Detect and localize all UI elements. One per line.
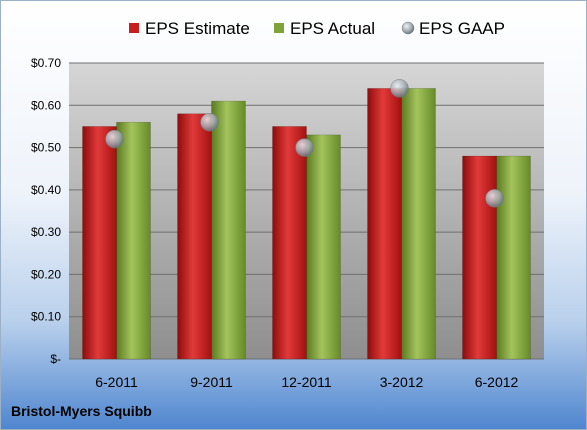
x-tick-label: 6-2011: [95, 374, 138, 390]
eps-chart: $- $0.10 $0.20 $0.30 $0.40 $0.50 $0.60 $0.70 6-…: [31, 19, 544, 390]
gaap-marker: [200, 112, 219, 132]
x-tick-label: 6-2012: [475, 374, 519, 390]
y-tick-label: $0.50: [31, 141, 61, 155]
y-tick-label: $0.40: [31, 183, 61, 197]
y-tick-label: $0.10: [31, 310, 61, 324]
x-axis: 6-2011 9-2011 12-2011 3-2012 6-2012: [95, 374, 518, 390]
bar-estimate: [272, 126, 307, 360]
bar-actual: [306, 134, 341, 360]
legend-label: EPS Estimate: [145, 19, 250, 38]
x-tick-label: 12-2011: [281, 374, 332, 390]
company-name: Bristol-Myers Squibb: [11, 403, 152, 419]
y-tick-label: $0.30: [31, 225, 61, 239]
bar-actual: [401, 88, 436, 360]
legend-swatch: [129, 23, 139, 33]
legend-label: EPS GAAP: [419, 19, 505, 38]
bars: [82, 88, 531, 360]
bar-estimate: [367, 88, 402, 360]
y-tick-label: $0.20: [31, 267, 61, 281]
bar-actual: [116, 121, 151, 360]
gaap-marker: [105, 129, 124, 149]
bar-estimate: [177, 113, 212, 360]
bar-estimate: [82, 126, 117, 360]
y-tick-label: $0.70: [31, 56, 61, 70]
bar-actual: [496, 155, 531, 360]
bar-actual: [211, 100, 246, 360]
gaap-marker: [485, 189, 504, 208]
gaap-marker: [295, 138, 314, 157]
gaap-markers: [105, 79, 504, 208]
gaap-marker: [390, 79, 409, 98]
legend-label: EPS Actual: [290, 19, 375, 38]
bar-estimate: [462, 155, 497, 360]
x-tick-label: 3-2012: [380, 374, 424, 390]
legend-swatch: [274, 23, 284, 33]
legend: EPS Estimate EPS Actual EPS GAAP: [129, 19, 505, 38]
y-axis: $- $0.10 $0.20 $0.30 $0.40 $0.50 $0.60 $0.70: [31, 56, 61, 366]
legend-swatch: [401, 21, 415, 35]
y-tick-label: $0.60: [31, 98, 61, 112]
x-tick-label: 9-2011: [190, 374, 233, 390]
y-tick-label: $-: [50, 352, 61, 366]
